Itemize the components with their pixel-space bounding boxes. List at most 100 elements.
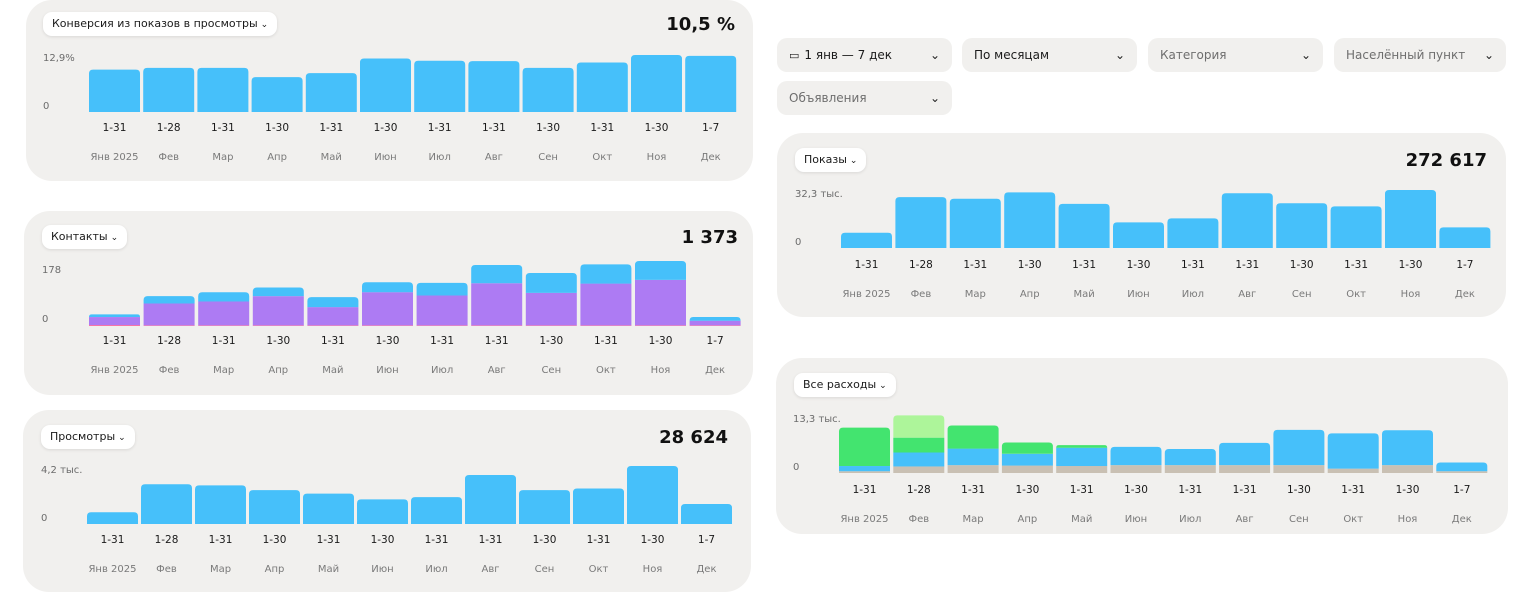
city-filter[interactable]: Населённый пункт ⌄ — [1334, 38, 1506, 72]
bar-1[interactable] — [141, 484, 192, 524]
bar-9[interactable] — [1330, 206, 1382, 248]
bar-2[interactable] — [947, 425, 999, 473]
bar-4[interactable] — [303, 493, 354, 524]
x-range-label: 1-31 — [103, 122, 127, 134]
bar-8[interactable] — [522, 67, 574, 112]
bar-segment — [416, 295, 468, 326]
bar-11[interactable] — [689, 317, 741, 326]
bar-segment — [198, 325, 250, 326]
conversion-chart: 1-31 Янв 2025 1-28 Фев 1-31 Мар 1-30 Апр 1-31 Май… — [89, 55, 737, 163]
bar-segment — [635, 279, 686, 326]
bar-10[interactable] — [635, 261, 686, 326]
bar-4[interactable] — [305, 73, 357, 112]
bar-6[interactable] — [1167, 218, 1219, 248]
bar-6[interactable] — [416, 282, 468, 326]
x-month-label: Авг — [485, 152, 503, 163]
bar-1[interactable] — [895, 197, 947, 248]
bar-segment — [195, 485, 246, 524]
bar-10[interactable] — [1382, 430, 1433, 473]
bar-7[interactable] — [465, 474, 516, 524]
bar-11[interactable] — [685, 55, 737, 112]
bar-7[interactable] — [471, 265, 523, 326]
bar-segment — [1113, 222, 1164, 248]
bar-3[interactable] — [249, 490, 300, 524]
bar-6[interactable] — [1164, 449, 1216, 473]
bar-3[interactable] — [1004, 192, 1056, 248]
bar-1[interactable] — [143, 67, 195, 112]
bar-4[interactable] — [1058, 203, 1110, 248]
bar-10[interactable] — [1385, 190, 1436, 248]
bar-2[interactable] — [197, 67, 249, 112]
contacts-y-zero-label: 0 — [42, 314, 49, 325]
x-month-label: Авг — [1238, 289, 1256, 300]
impressions-y-max-label: 32,3 тыс. — [795, 189, 843, 200]
bar-6[interactable] — [411, 497, 462, 524]
date-range-filter[interactable]: ▭ 1 янв — 7 дек ⌄ — [777, 38, 952, 72]
bar-segment — [197, 67, 249, 112]
bar-8[interactable] — [525, 272, 577, 326]
bar-6[interactable] — [414, 60, 466, 112]
bar-3[interactable] — [251, 77, 303, 112]
listings-filter[interactable]: Объявления ⌄ — [777, 81, 952, 115]
x-month-label: Янв 2025 — [840, 514, 888, 525]
bar-5[interactable] — [360, 58, 411, 112]
category-filter[interactable]: Категория ⌄ — [1148, 38, 1323, 72]
bar-11[interactable] — [681, 503, 732, 524]
bar-0[interactable] — [89, 314, 140, 326]
x-range-label: 1-31 — [1181, 259, 1205, 271]
x-month-label: Май — [321, 152, 342, 163]
bar-5[interactable] — [362, 282, 413, 326]
bar-7[interactable] — [1219, 442, 1271, 473]
x-month-label: Май — [1073, 289, 1094, 300]
bar-2[interactable] — [949, 198, 1001, 248]
bar-9[interactable] — [580, 264, 632, 326]
bar-7[interactable] — [468, 61, 520, 112]
bar-9[interactable] — [573, 488, 624, 524]
x-range-label: 1-31 — [211, 122, 235, 134]
x-range-label: 1-30 — [1290, 259, 1314, 271]
bar-7[interactable] — [1221, 193, 1273, 248]
bar-10[interactable] — [631, 55, 682, 112]
bar-0[interactable] — [839, 427, 890, 473]
x-month-label: Дек — [1452, 514, 1472, 525]
bar-4[interactable] — [1056, 445, 1108, 473]
bar-11[interactable] — [1436, 462, 1488, 473]
bar-0[interactable] — [89, 69, 140, 112]
views-metric-selector[interactable]: Просмотры ⌄ — [41, 425, 135, 449]
x-range-label: 1-7 — [707, 335, 724, 347]
x-month-label: Авг — [482, 564, 500, 575]
bar-2[interactable] — [195, 485, 246, 524]
bar-segment — [1276, 203, 1328, 248]
bar-3[interactable] — [1001, 442, 1053, 473]
x-month-label: Апр — [268, 365, 288, 376]
x-month-label: Ноя — [643, 564, 663, 575]
bar-2[interactable] — [198, 292, 250, 326]
bar-1[interactable] — [143, 296, 195, 326]
bar-0[interactable] — [87, 512, 138, 524]
bar-5[interactable] — [357, 499, 408, 524]
bar-5[interactable] — [1110, 446, 1162, 473]
bar-10[interactable] — [627, 466, 678, 524]
bar-9[interactable] — [1327, 433, 1379, 473]
bar-8[interactable] — [1276, 203, 1328, 248]
bar-8[interactable] — [1273, 429, 1325, 473]
bar-1[interactable] — [893, 415, 945, 473]
contacts-metric-selector[interactable]: Контакты ⌄ — [42, 225, 128, 249]
bar-3[interactable] — [252, 287, 304, 326]
x-month-label: Мар — [212, 152, 233, 163]
bar-segment — [143, 296, 195, 304]
bar-0[interactable] — [841, 232, 892, 248]
bar-9[interactable] — [576, 62, 628, 112]
bar-5[interactable] — [1113, 222, 1164, 248]
expenses-metric-selector[interactable]: Все расходы ⌄ — [794, 373, 896, 397]
bar-segment — [689, 320, 741, 326]
impressions-metric-selector[interactable]: Показы ⌄ — [795, 148, 867, 172]
bar-4[interactable] — [307, 297, 359, 326]
bar-8[interactable] — [519, 490, 570, 524]
bar-segment — [465, 474, 516, 524]
bar-11[interactable] — [1439, 227, 1491, 248]
grouping-filter[interactable]: По месяцам ⌄ — [962, 38, 1137, 72]
x-month-label: Сен — [1289, 514, 1309, 525]
x-month-label: Окт — [589, 564, 609, 575]
conversion-metric-selector[interactable]: Конверсия из показов в просмотры ⌄ — [43, 12, 278, 36]
